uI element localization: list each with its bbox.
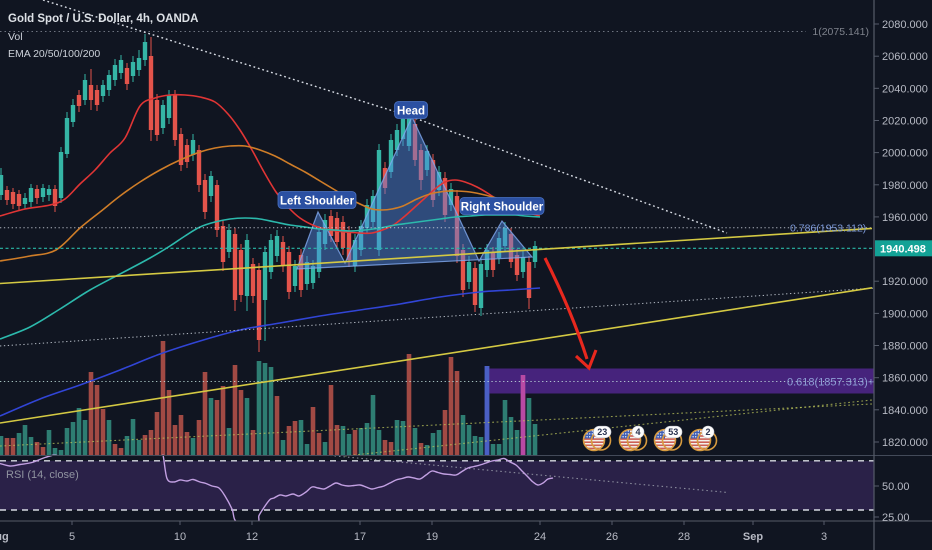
- svg-text:1(2075.141): 1(2075.141): [812, 26, 869, 38]
- svg-text:26: 26: [606, 531, 618, 543]
- svg-text:25.00: 25.00: [882, 512, 910, 524]
- svg-text:2000.000: 2000.000: [882, 148, 928, 160]
- svg-text:Vol: Vol: [8, 31, 23, 43]
- svg-text:2020.000: 2020.000: [882, 116, 928, 128]
- svg-text:RSI (14, close): RSI (14, close): [6, 469, 79, 481]
- svg-text:Gold Spot / U.S. Dollar, 4h, O: Gold Spot / U.S. Dollar, 4h, OANDA: [8, 13, 198, 25]
- svg-text:Sep: Sep: [743, 531, 763, 543]
- svg-text:23: 23: [597, 427, 607, 437]
- svg-text:50.00: 50.00: [882, 481, 910, 493]
- svg-text:10: 10: [174, 531, 186, 543]
- svg-text:Head: Head: [397, 106, 425, 118]
- svg-text:Aug: Aug: [0, 531, 9, 543]
- svg-text:28: 28: [678, 531, 690, 543]
- svg-text:17: 17: [354, 531, 366, 543]
- svg-text:1960.000: 1960.000: [882, 212, 928, 224]
- svg-text:5: 5: [69, 531, 75, 543]
- svg-text:12: 12: [246, 531, 258, 543]
- svg-text:1940.498: 1940.498: [880, 244, 926, 256]
- svg-text:EMA 20/50/100/200: EMA 20/50/100/200: [8, 48, 100, 60]
- svg-text:1980.000: 1980.000: [882, 180, 928, 192]
- svg-text:1840.000: 1840.000: [882, 405, 928, 417]
- svg-text:2040.000: 2040.000: [882, 83, 928, 95]
- svg-text:19: 19: [426, 531, 438, 543]
- svg-text:1860.000: 1860.000: [882, 373, 928, 385]
- svg-text:2060.000: 2060.000: [882, 51, 928, 63]
- svg-text:53: 53: [668, 427, 678, 437]
- svg-text:4: 4: [635, 427, 640, 437]
- svg-text:0.618(1857.313)+: 0.618(1857.313)+: [787, 377, 874, 389]
- svg-text:1900.000: 1900.000: [882, 308, 928, 320]
- svg-text:1920.000: 1920.000: [882, 276, 928, 288]
- svg-text:Left Shoulder: Left Shoulder: [280, 196, 355, 208]
- svg-text:2: 2: [705, 427, 710, 437]
- svg-text:1820.000: 1820.000: [882, 437, 928, 449]
- svg-text:24: 24: [534, 531, 546, 543]
- svg-text:2080.000: 2080.000: [882, 19, 928, 31]
- svg-text:3: 3: [821, 531, 827, 543]
- svg-text:1880.000: 1880.000: [882, 341, 928, 353]
- svg-text:Right Shoulder: Right Shoulder: [461, 202, 544, 214]
- svg-text:0.786(1953.112): 0.786(1953.112): [790, 223, 866, 235]
